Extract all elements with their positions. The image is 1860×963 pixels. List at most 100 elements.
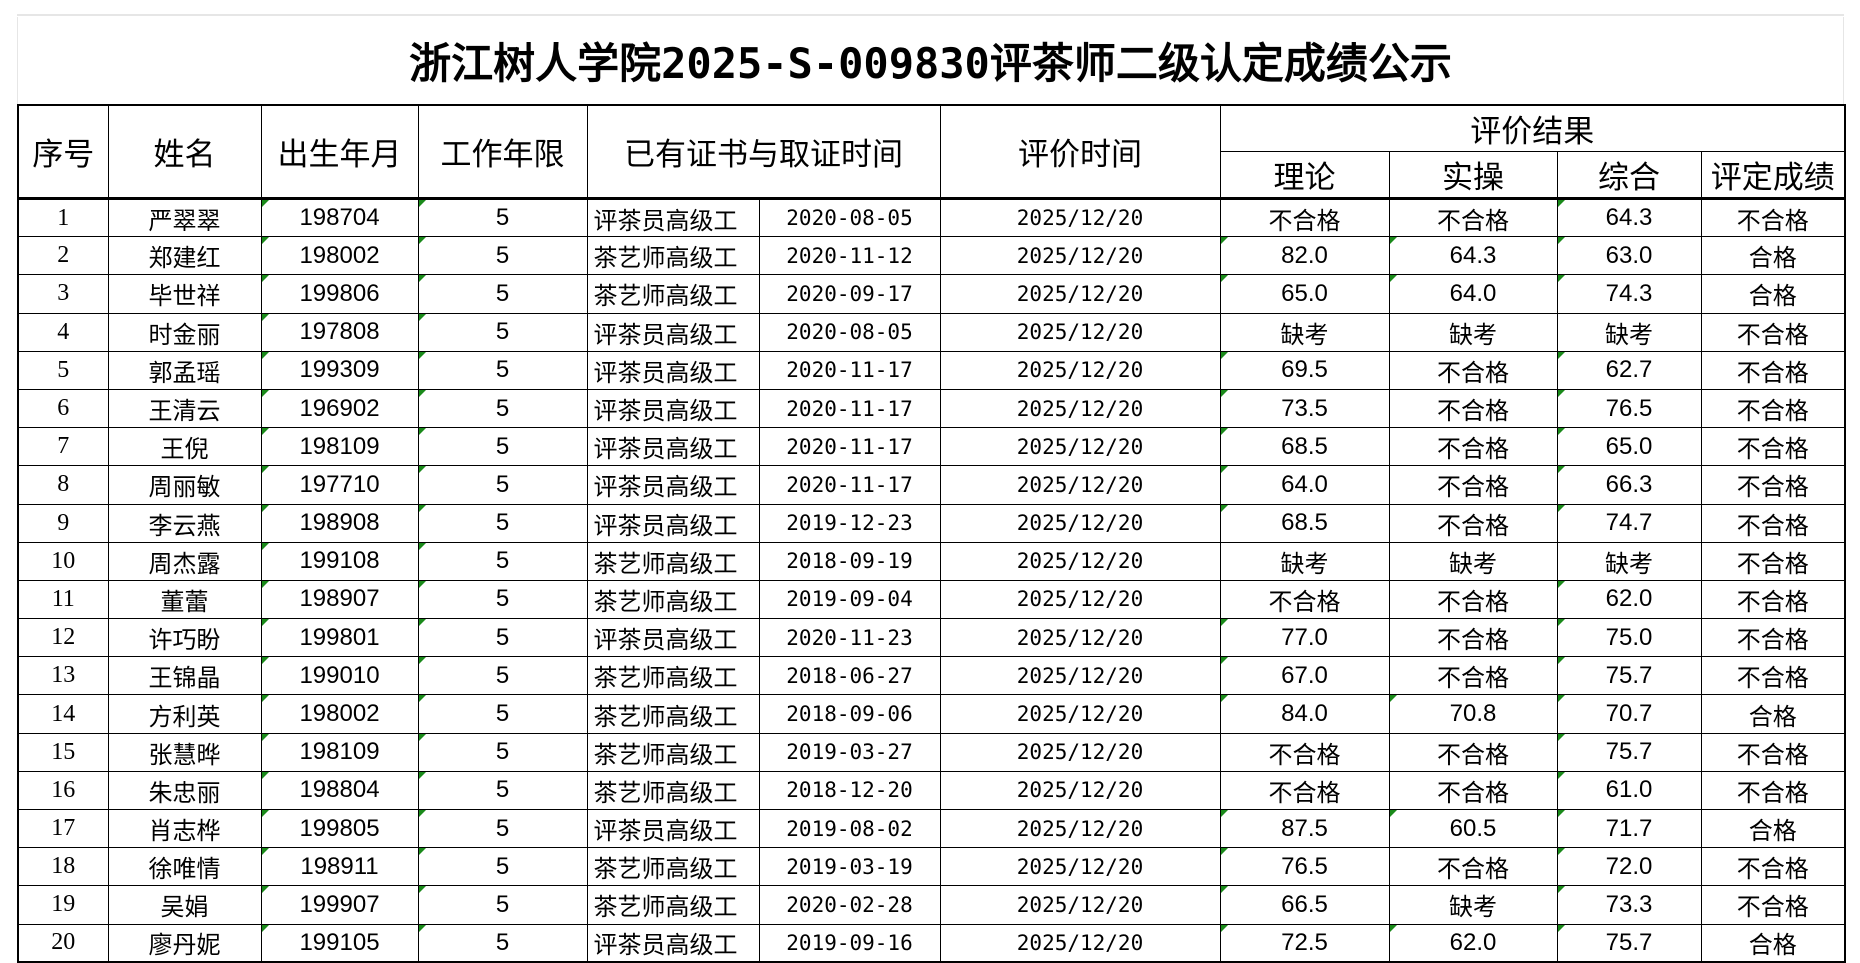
cell-seq[interactable]: 17 [17, 808, 109, 849]
cell-overall[interactable]: 75.7 [1556, 923, 1702, 963]
cell-name[interactable]: 王清云 [107, 388, 262, 429]
cell-practice[interactable]: 不合格 [1388, 503, 1558, 543]
cell-theory[interactable]: 72.5 [1219, 923, 1390, 963]
cell-name[interactable]: 廖丹妮 [107, 923, 262, 963]
cell-cert-date[interactable]: 2018-09-19 [758, 541, 941, 581]
cell-name[interactable]: 方利英 [107, 694, 262, 734]
cell-final[interactable]: 合格 [1700, 274, 1846, 314]
cell-birth[interactable]: 198002 [260, 236, 419, 276]
cell-birth[interactable]: 197710 [260, 465, 419, 505]
cell-overall[interactable]: 64.3 [1556, 197, 1702, 238]
cell-birth[interactable]: 198907 [260, 579, 419, 620]
cell-birth[interactable]: 198109 [260, 732, 419, 772]
cell-practice[interactable]: 70.8 [1388, 694, 1558, 734]
cell-cert-date[interactable]: 2020-08-05 [758, 197, 941, 238]
cell-overall[interactable]: 65.0 [1556, 427, 1702, 467]
cell-years[interactable]: 5 [417, 847, 588, 887]
cell-practice[interactable]: 64.3 [1388, 236, 1558, 276]
cell-theory[interactable]: 69.5 [1219, 350, 1390, 390]
cell-practice[interactable]: 不合格 [1388, 388, 1558, 429]
cell-name[interactable]: 徐唯情 [107, 847, 262, 887]
cell-cert-date[interactable]: 2019-03-27 [758, 732, 941, 772]
cell-cert[interactable]: 茶艺师高级工 [586, 847, 760, 887]
cell-eval-time[interactable]: 2025/12/20 [939, 618, 1221, 658]
cell-eval-time[interactable]: 2025/12/20 [939, 236, 1221, 276]
cell-overall[interactable]: 62.0 [1556, 579, 1702, 620]
cell-theory[interactable]: 68.5 [1219, 503, 1390, 543]
cell-overall[interactable]: 76.5 [1556, 388, 1702, 429]
cell-years[interactable]: 5 [417, 274, 588, 314]
cell-years[interactable]: 5 [417, 350, 588, 390]
cell-seq[interactable]: 19 [17, 885, 109, 925]
cell-cert-date[interactable]: 2020-11-23 [758, 618, 941, 658]
cell-years[interactable]: 5 [417, 388, 588, 429]
cell-overall[interactable]: 66.3 [1556, 465, 1702, 505]
cell-name[interactable]: 张慧晔 [107, 732, 262, 772]
cell-final[interactable]: 不合格 [1700, 656, 1846, 696]
cell-cert[interactable]: 评茶员高级工 [586, 503, 760, 543]
cell-cert[interactable]: 茶艺师高级工 [586, 541, 760, 581]
cell-seq[interactable]: 10 [17, 541, 109, 581]
cell-eval-time[interactable]: 2025/12/20 [939, 847, 1221, 887]
cell-name[interactable]: 朱忠丽 [107, 770, 262, 811]
cell-theory[interactable]: 65.0 [1219, 274, 1390, 314]
cell-years[interactable]: 5 [417, 618, 588, 658]
cell-years[interactable]: 5 [417, 503, 588, 543]
cell-cert[interactable]: 评茶员高级工 [586, 465, 760, 505]
cell-practice[interactable]: 不合格 [1388, 350, 1558, 390]
cell-seq[interactable]: 9 [17, 503, 109, 543]
cell-final[interactable]: 不合格 [1700, 847, 1846, 887]
cell-birth[interactable]: 199805 [260, 808, 419, 849]
cell-birth[interactable]: 198002 [260, 694, 419, 734]
cell-practice[interactable]: 不合格 [1388, 656, 1558, 696]
cell-years[interactable]: 5 [417, 579, 588, 620]
cell-theory[interactable]: 87.5 [1219, 808, 1390, 849]
cell-cert[interactable]: 茶艺师高级工 [586, 770, 760, 811]
cell-cert[interactable]: 评茶员高级工 [586, 388, 760, 429]
cell-cert-date[interactable]: 2020-08-05 [758, 312, 941, 352]
cell-practice[interactable]: 60.5 [1388, 808, 1558, 849]
cell-seq[interactable]: 6 [17, 388, 109, 429]
cell-eval-time[interactable]: 2025/12/20 [939, 312, 1221, 352]
cell-cert-date[interactable]: 2020-11-17 [758, 350, 941, 390]
cell-eval-time[interactable]: 2025/12/20 [939, 350, 1221, 390]
cell-theory[interactable]: 73.5 [1219, 388, 1390, 429]
cell-theory[interactable]: 84.0 [1219, 694, 1390, 734]
cell-birth[interactable]: 198908 [260, 503, 419, 543]
cell-birth[interactable]: 199309 [260, 350, 419, 390]
cell-cert[interactable]: 茶艺师高级工 [586, 656, 760, 696]
cell-years[interactable]: 5 [417, 465, 588, 505]
cell-years[interactable]: 5 [417, 427, 588, 467]
cell-name[interactable]: 严翠翠 [107, 197, 262, 238]
cell-theory[interactable]: 66.5 [1219, 885, 1390, 925]
cell-overall[interactable]: 70.7 [1556, 694, 1702, 734]
cell-final[interactable]: 不合格 [1700, 312, 1846, 352]
cell-practice[interactable]: 不合格 [1388, 197, 1558, 238]
cell-theory[interactable]: 不合格 [1219, 732, 1390, 772]
cell-eval-time[interactable]: 2025/12/20 [939, 923, 1221, 963]
cell-eval-time[interactable]: 2025/12/20 [939, 694, 1221, 734]
cell-birth[interactable]: 198911 [260, 847, 419, 887]
cell-name[interactable]: 李云燕 [107, 503, 262, 543]
cell-name[interactable]: 毕世祥 [107, 274, 262, 314]
cell-eval-time[interactable]: 2025/12/20 [939, 388, 1221, 429]
cell-final[interactable]: 合格 [1700, 808, 1846, 849]
cell-birth[interactable]: 198109 [260, 427, 419, 467]
cell-practice[interactable]: 62.0 [1388, 923, 1558, 963]
cell-birth[interactable]: 196902 [260, 388, 419, 429]
cell-theory[interactable]: 缺考 [1219, 541, 1390, 581]
cell-cert[interactable]: 茶艺师高级工 [586, 274, 760, 314]
cell-cert-date[interactable]: 2018-09-06 [758, 694, 941, 734]
cell-seq[interactable]: 20 [17, 923, 109, 963]
cell-seq[interactable]: 5 [17, 350, 109, 390]
cell-name[interactable]: 周丽敏 [107, 465, 262, 505]
cell-name[interactable]: 郭孟瑶 [107, 350, 262, 390]
cell-overall[interactable]: 缺考 [1556, 312, 1702, 352]
cell-seq[interactable]: 7 [17, 427, 109, 467]
cell-final[interactable]: 不合格 [1700, 503, 1846, 543]
cell-seq[interactable]: 11 [17, 579, 109, 620]
cell-years[interactable]: 5 [417, 312, 588, 352]
cell-years[interactable]: 5 [417, 236, 588, 276]
cell-practice[interactable]: 不合格 [1388, 465, 1558, 505]
cell-theory[interactable]: 77.0 [1219, 618, 1390, 658]
